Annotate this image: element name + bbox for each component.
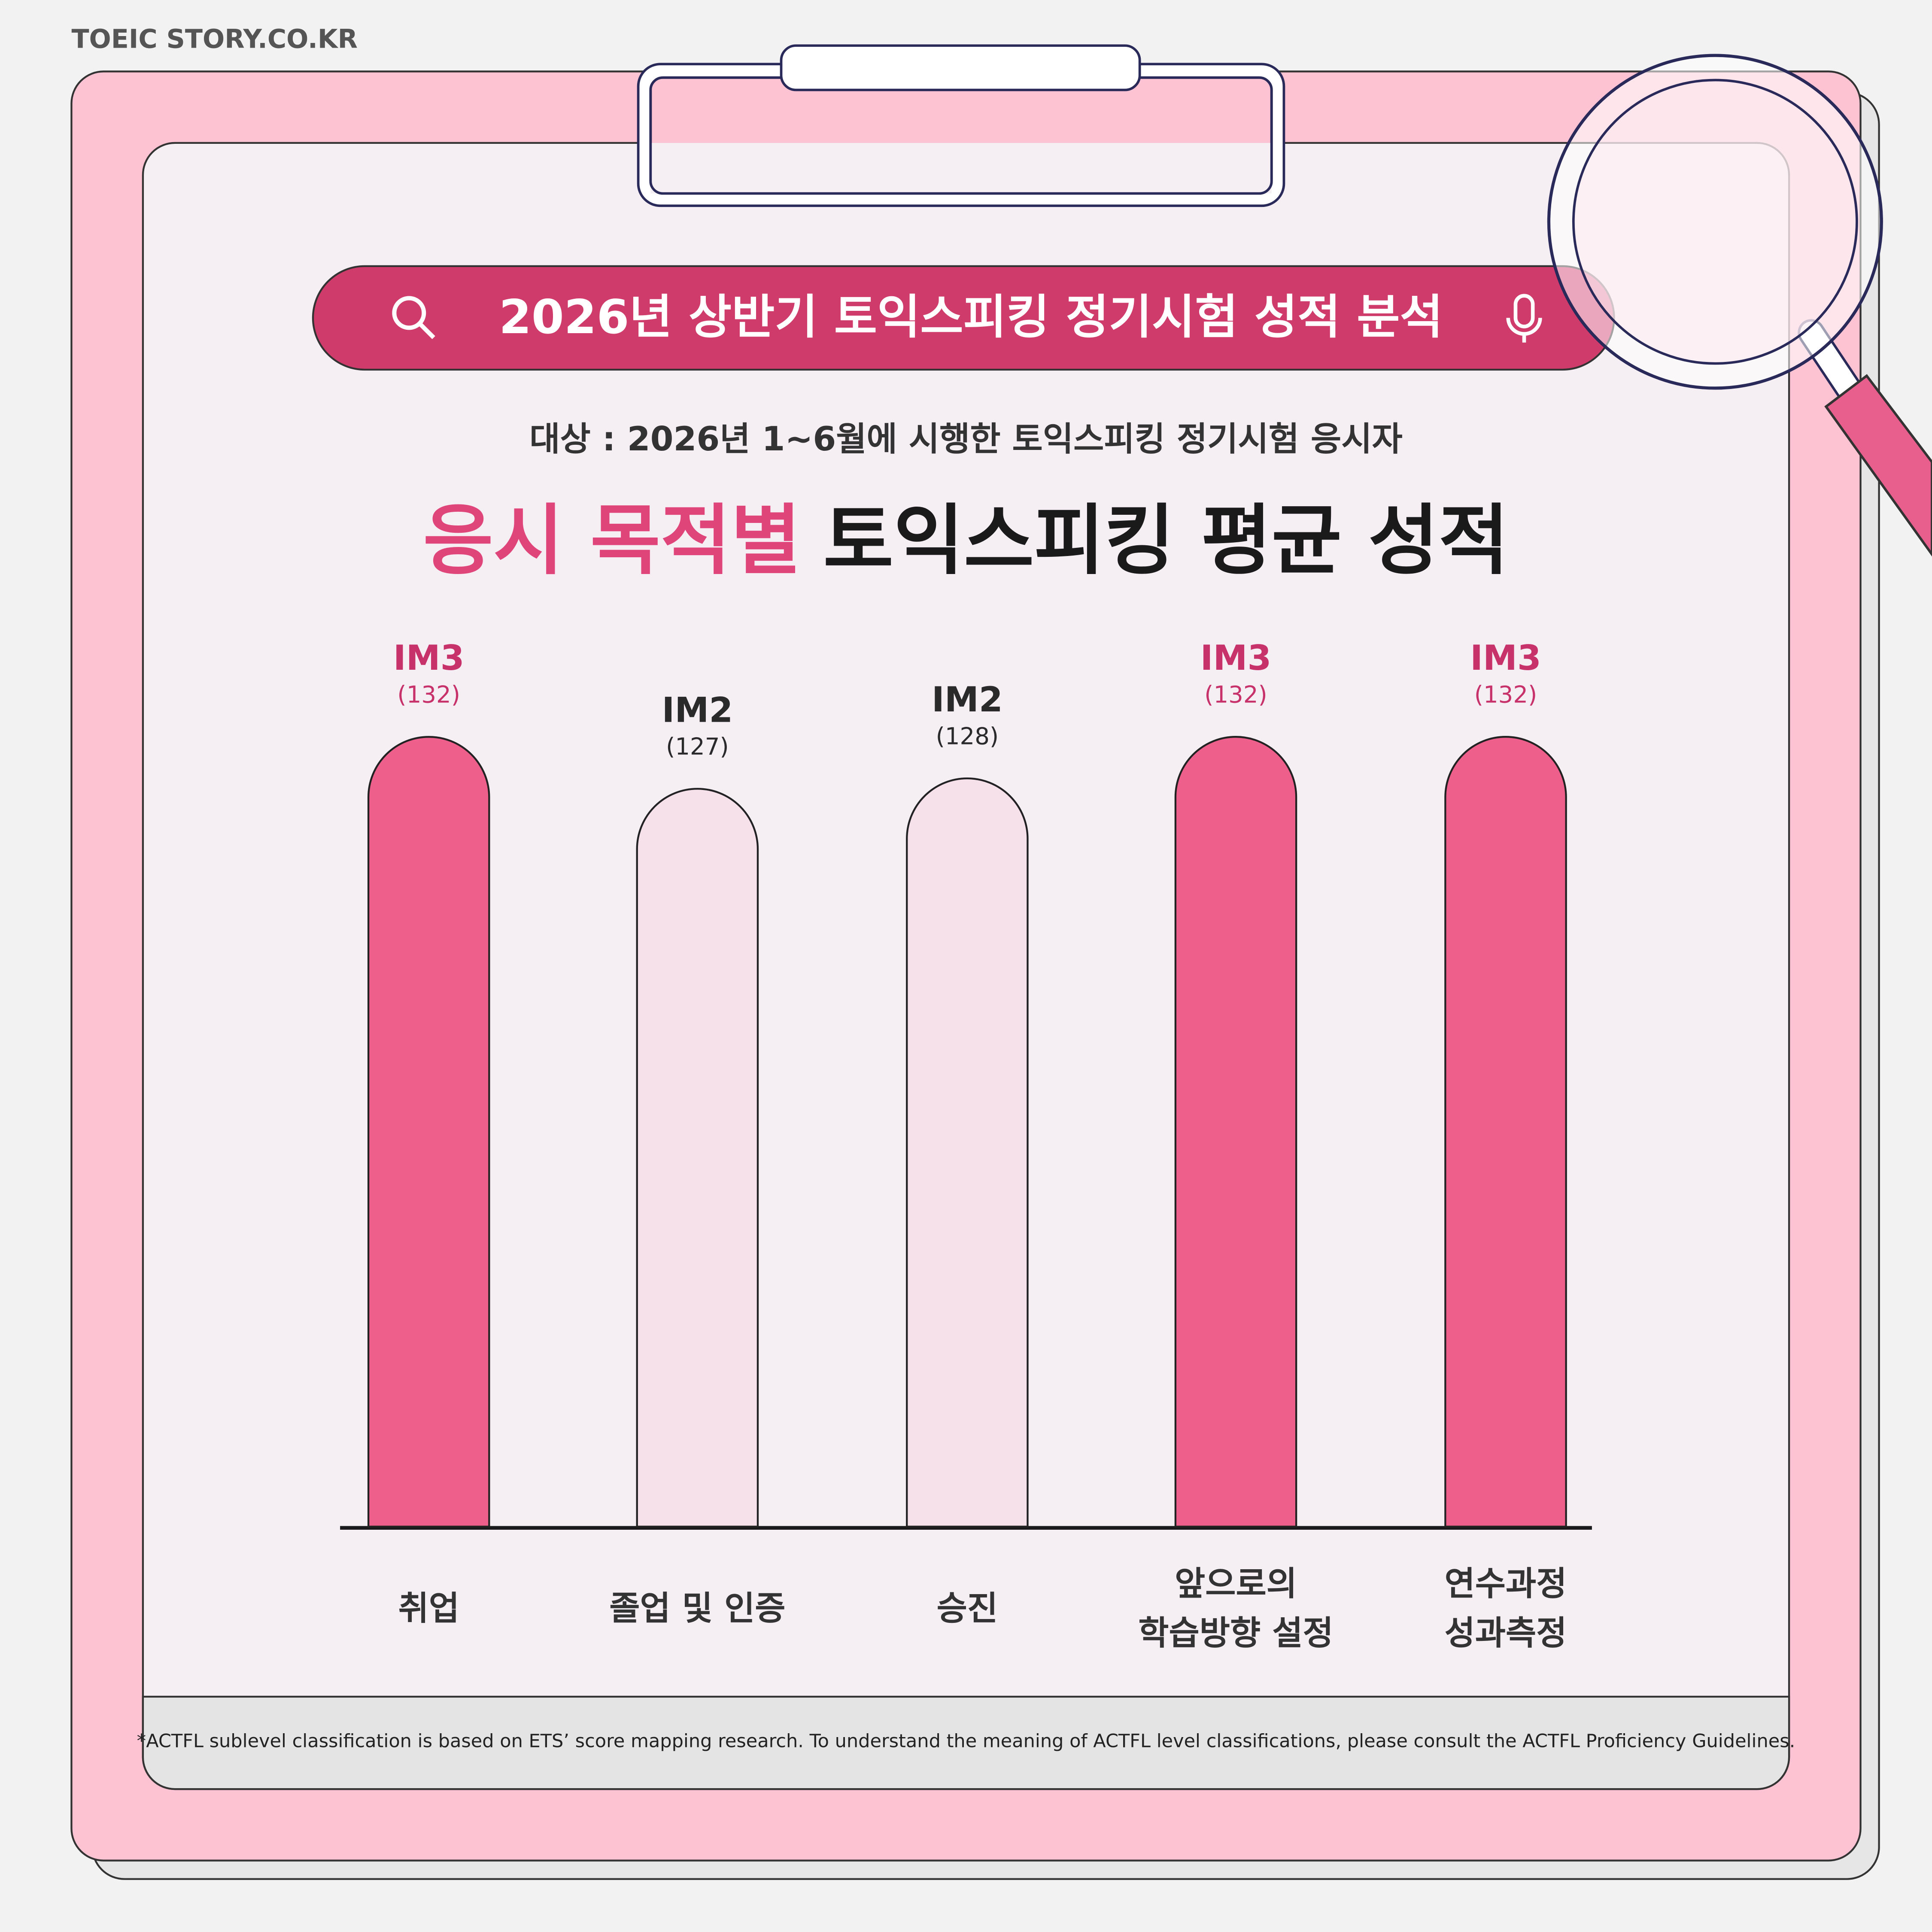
value-label: (132): [1474, 681, 1537, 708]
value-label: (127): [666, 733, 729, 760]
value-label: (132): [397, 681, 460, 708]
bar: [906, 777, 1029, 1528]
subtitle: 대상 : 2026년 1~6월에 시행한 토익스피킹 정기시험 응시자: [529, 420, 1403, 459]
clip-tab: [780, 44, 1141, 91]
level-label: IM3: [1470, 638, 1541, 678]
x-tick-label: 앞으로의: [1175, 1564, 1297, 1603]
footer-band: [142, 1695, 1790, 1790]
bar: [1444, 736, 1567, 1528]
mic-icon: [1506, 294, 1542, 343]
clip-inner-lower: [650, 143, 1272, 194]
x-tick-label: 졸업 및 인증: [609, 1589, 785, 1628]
x-tick-label: 성과측정: [1444, 1614, 1567, 1653]
x-tick-label: 취업: [398, 1589, 459, 1628]
chart-title: 응시 목적별 토익스피킹 평균 성적: [423, 496, 1509, 585]
level-label: IM3: [1200, 638, 1272, 678]
bar: [636, 788, 759, 1528]
level-label: IM3: [393, 638, 465, 678]
title-highlight: 응시 목적별: [423, 496, 801, 585]
bar: [367, 736, 490, 1528]
magnifier: [1547, 54, 1932, 557]
bar: [1174, 736, 1297, 1528]
value-label: (132): [1204, 681, 1267, 708]
x-tick-label: 연수과정: [1444, 1564, 1567, 1603]
site-label: TOEIC STORY.CO.KR: [71, 24, 358, 54]
value-label: (128): [936, 722, 999, 750]
level-label: IM2: [932, 679, 1003, 720]
title-main: 토익스피킹 평균 성적: [823, 496, 1509, 585]
search-icon: [392, 296, 435, 339]
x-tick-label: 승진: [937, 1589, 998, 1628]
level-label: IM2: [662, 690, 733, 730]
footnote: *ACTFL sublevel classification is based …: [137, 1731, 1795, 1752]
search-title: 2026년 상반기 토익스피킹 정기시험 성적 분석: [499, 290, 1443, 344]
x-tick-label: 학습방향 설정: [1138, 1614, 1334, 1653]
